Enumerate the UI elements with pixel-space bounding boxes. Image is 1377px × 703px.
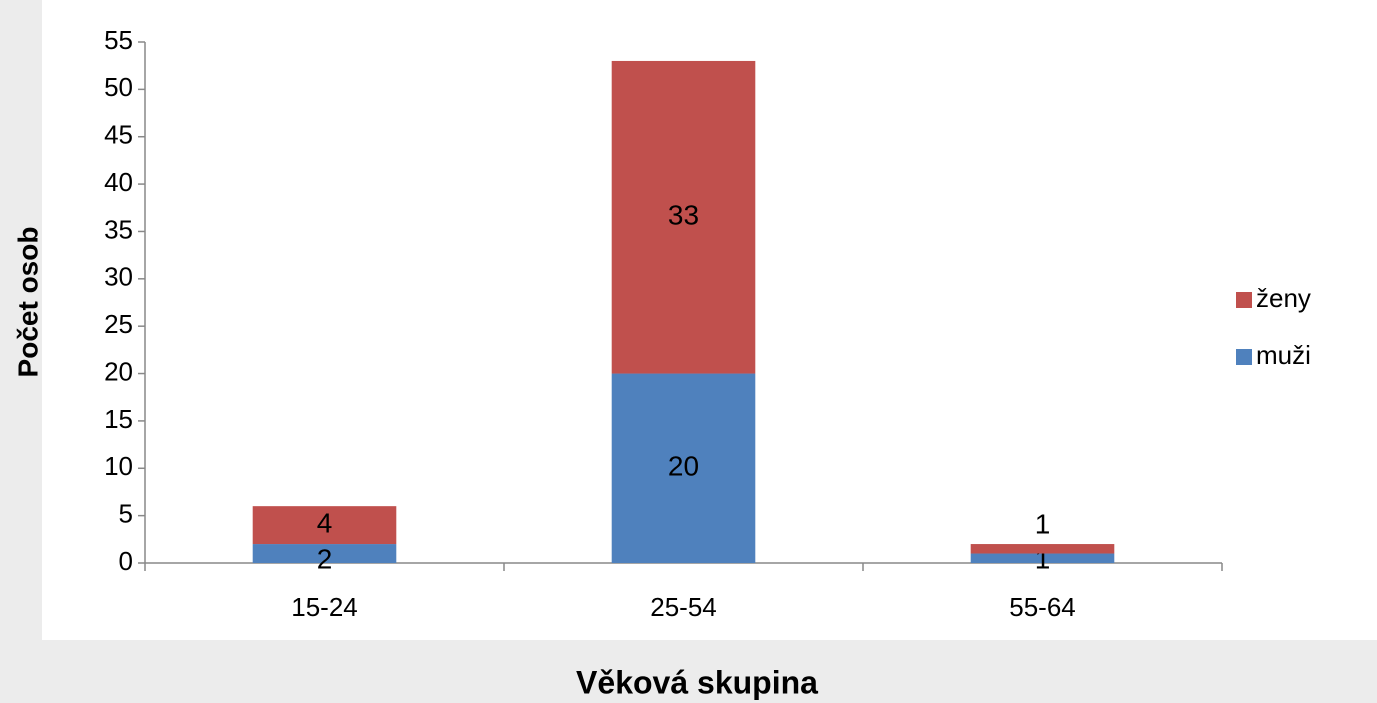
bar-segment [611, 60, 756, 374]
y-tick-label: 45 [104, 120, 133, 150]
y-tick-label: 30 [104, 262, 133, 292]
y-tick-label: 5 [119, 499, 133, 529]
x-axis-title: Věková skupina [576, 664, 818, 700]
y-tick-label: 20 [104, 356, 133, 386]
legend-swatch [1236, 349, 1252, 365]
data-label: 1 [1035, 508, 1051, 539]
bar-segment [970, 553, 1115, 563]
data-label: 4 [317, 507, 333, 538]
y-tick-label: 10 [104, 451, 133, 481]
x-tick-label: 25-54 [650, 592, 717, 622]
data-label: 33 [668, 200, 699, 231]
bar-segment [970, 544, 1115, 554]
legend-label: ženy [1256, 283, 1311, 313]
data-label: 20 [668, 451, 699, 482]
y-tick-label: 15 [104, 404, 133, 434]
legend-label: muži [1256, 340, 1311, 370]
y-tick-label: 0 [119, 546, 133, 576]
y-tick-label: 25 [104, 309, 133, 339]
y-tick-label: 40 [104, 167, 133, 197]
data-label: 2 [317, 543, 333, 574]
y-axis-title: Počet osob [12, 227, 43, 378]
x-tick-label: 55-64 [1009, 592, 1076, 622]
y-tick-label: 50 [104, 72, 133, 102]
legend-swatch [1236, 292, 1252, 308]
bar-segment [611, 373, 756, 563]
y-tick-label: 55 [104, 25, 133, 55]
bar-segment [252, 506, 397, 545]
y-tick-label: 35 [104, 214, 133, 244]
bar-segment [252, 544, 397, 563]
x-tick-label: 15-24 [291, 592, 358, 622]
